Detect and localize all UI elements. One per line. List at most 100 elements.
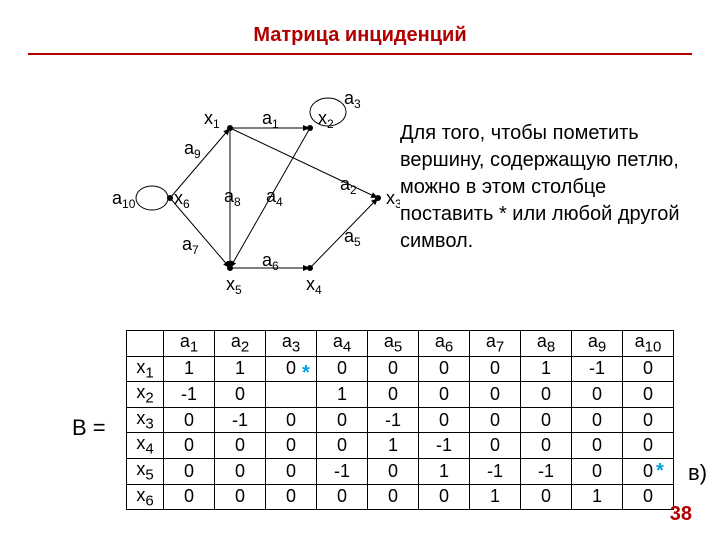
col-header: a6 xyxy=(419,331,470,357)
matrix-cell: 1 xyxy=(521,356,572,382)
matrix-cell: 0 xyxy=(419,356,470,382)
page-title: Матрица инциденций xyxy=(0,0,720,47)
matrix-cell: 0 xyxy=(572,433,623,459)
matrix-cell: -1 xyxy=(164,382,215,408)
row-header: x3 xyxy=(127,407,164,433)
svg-text:a7: a7 xyxy=(182,234,199,257)
matrix-cell: 0 xyxy=(623,458,674,484)
body-text: Для того, чтобы пометить вершину, содерж… xyxy=(400,120,690,255)
matrix-cell: -1 xyxy=(317,458,368,484)
col-header: a2 xyxy=(215,331,266,357)
graph-diagram: a1 a2 a3 a4 a5 a6 a7 a8 a9 a10 x1 x2 x3 x4 x5 x6 xyxy=(100,80,400,310)
matrix-cell: 0 xyxy=(215,484,266,510)
svg-text:x5: x5 xyxy=(226,274,242,297)
matrix-cell: 1 xyxy=(572,484,623,510)
matrix-cell: 0 xyxy=(470,433,521,459)
matrix-wrap: a1a2a3a4a5a6a7a8a9a10x111000001-10x2-101… xyxy=(126,330,674,510)
matrix-cell: 0 xyxy=(215,382,266,408)
svg-text:x4: x4 xyxy=(306,274,322,297)
svg-text:x3: x3 xyxy=(386,188,400,211)
matrix-cell: 0 xyxy=(470,407,521,433)
matrix-cell: 0 xyxy=(623,382,674,408)
svg-text:a9: a9 xyxy=(184,138,201,161)
matrix-cell: 0 xyxy=(368,382,419,408)
matrix-cell: 0 xyxy=(572,458,623,484)
page-number: 38 xyxy=(670,503,692,526)
col-header: a3 xyxy=(266,331,317,357)
svg-text:a10: a10 xyxy=(112,188,136,211)
matrix-cell: 0 xyxy=(164,407,215,433)
col-header: a4 xyxy=(317,331,368,357)
matrix-cell: 0 xyxy=(317,433,368,459)
svg-text:x2: x2 xyxy=(318,108,334,131)
col-header: a9 xyxy=(572,331,623,357)
title-rule xyxy=(28,53,692,55)
svg-text:x6: x6 xyxy=(174,188,190,211)
star-marker: * xyxy=(302,362,310,385)
matrix-cell: 0 xyxy=(623,484,674,510)
matrix-cell: -1 xyxy=(215,407,266,433)
variant-label: в) xyxy=(688,460,707,486)
matrix-cell: 0 xyxy=(521,382,572,408)
svg-text:a5: a5 xyxy=(344,226,361,249)
col-header: a7 xyxy=(470,331,521,357)
matrix-cell: 1 xyxy=(470,484,521,510)
matrix-cell: 0 xyxy=(164,484,215,510)
matrix-cell: 0 xyxy=(470,356,521,382)
matrix-cell: 0 xyxy=(317,484,368,510)
matrix-cell xyxy=(266,382,317,408)
matrix-cell: 0 xyxy=(419,382,470,408)
matrix-cell: 0 xyxy=(623,356,674,382)
svg-text:a6: a6 xyxy=(262,250,279,273)
matrix-cell: -1 xyxy=(368,407,419,433)
slide: Матрица инциденций a1a2a3a4a5a6a7a8a9a10… xyxy=(0,0,720,540)
matrix-cell: 1 xyxy=(164,356,215,382)
matrix-cell: 0 xyxy=(368,484,419,510)
matrix-cell: 0 xyxy=(572,407,623,433)
row-header: x1 xyxy=(127,356,164,382)
matrix-cell: 0 xyxy=(266,458,317,484)
matrix-cell: 0 xyxy=(419,484,470,510)
matrix-cell: 1 xyxy=(215,356,266,382)
matrix-cell: 1 xyxy=(368,433,419,459)
col-header: a8 xyxy=(521,331,572,357)
row-header: x5 xyxy=(127,458,164,484)
matrix-cell: 0 xyxy=(623,433,674,459)
matrix-cell: -1 xyxy=(572,356,623,382)
svg-text:a4: a4 xyxy=(266,186,283,209)
matrix-cell: 1 xyxy=(317,382,368,408)
matrix-cell: 0 xyxy=(572,382,623,408)
matrix-cell: 0 xyxy=(164,433,215,459)
matrix-cell: 0 xyxy=(266,407,317,433)
matrix-cell: 0 xyxy=(215,433,266,459)
matrix-cell: 0 xyxy=(266,484,317,510)
matrix-cell: 0 xyxy=(368,356,419,382)
star-marker: * xyxy=(656,460,664,483)
matrix-cell: -1 xyxy=(470,458,521,484)
matrix-cell: 0 xyxy=(470,382,521,408)
col-header: a10 xyxy=(623,331,674,357)
matrix-cell: 0 xyxy=(317,407,368,433)
incidence-matrix: a1a2a3a4a5a6a7a8a9a10x111000001-10x2-101… xyxy=(126,330,674,510)
matrix-cell: 0 xyxy=(521,484,572,510)
matrix-cell: -1 xyxy=(419,433,470,459)
matrix-cell: 0 xyxy=(623,407,674,433)
svg-text:a8: a8 xyxy=(224,186,241,209)
row-header: x4 xyxy=(127,433,164,459)
matrix-cell: 0 xyxy=(215,458,266,484)
row-header: x2 xyxy=(127,382,164,408)
row-header: x6 xyxy=(127,484,164,510)
col-header: a1 xyxy=(164,331,215,357)
matrix-cell: 0 xyxy=(164,458,215,484)
svg-text:a1: a1 xyxy=(262,108,279,131)
matrix-cell: 0 xyxy=(521,407,572,433)
matrix-cell: 0 xyxy=(266,433,317,459)
svg-text:a3: a3 xyxy=(344,88,361,111)
matrix-cell: 0 xyxy=(419,407,470,433)
svg-text:a2: a2 xyxy=(340,174,357,197)
matrix-cell: 0 xyxy=(317,356,368,382)
col-header: a5 xyxy=(368,331,419,357)
svg-text:x1: x1 xyxy=(204,108,220,131)
matrix-cell: -1 xyxy=(521,458,572,484)
matrix-cell: 1 xyxy=(419,458,470,484)
